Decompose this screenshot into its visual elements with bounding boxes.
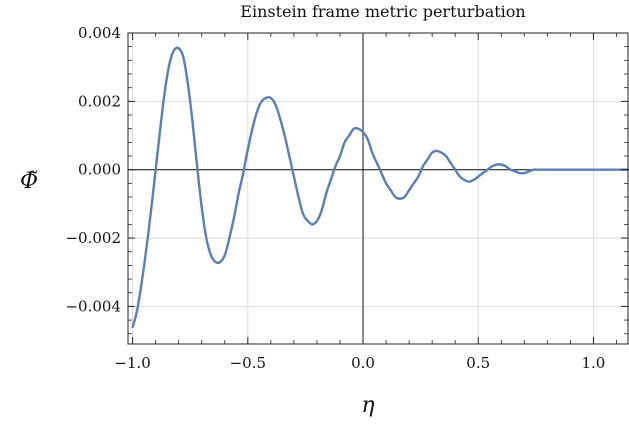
y-tick-label: −0.002 [65,229,121,247]
series-line [131,46,629,329]
series-layer [131,46,629,329]
y-tick-label: −0.004 [65,297,121,315]
grid [128,32,628,344]
y-tick-label: 0.002 [78,92,121,110]
zero-lines [128,33,628,344]
x-axis-label: η [361,393,374,418]
y-tick-label: 0.000 [78,161,121,179]
ticks [128,32,628,344]
y-tick-label: 0.004 [78,24,121,42]
x-tick-label: −0.5 [230,354,266,372]
x-tick-label: −1.0 [114,354,150,372]
chart-title: Einstein frame metric perturbation [240,2,525,21]
x-tick-label: 1.0 [582,354,606,372]
plot-frame [127,32,629,345]
x-tick-label: 0.5 [466,354,490,372]
tick-labels: −1.0 −0.5 0.0 0.5 1.0 −0.004 −0.002 0.000 0.002 0… [65,24,605,372]
x-tick-label: 0.0 [351,354,375,372]
y-axis-label: Φ̃ [20,169,38,194]
